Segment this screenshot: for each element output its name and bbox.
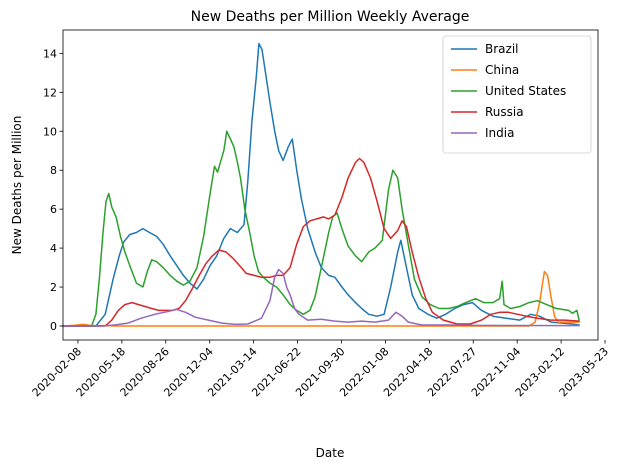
legend-label: Brazil xyxy=(485,42,519,56)
y-tick-label: 14 xyxy=(43,47,57,60)
plot-area xyxy=(62,29,599,341)
y-tick-label: 10 xyxy=(43,125,57,138)
legend-label: China xyxy=(485,63,519,77)
series-line-united-states xyxy=(62,130,580,327)
series-line-brazil xyxy=(62,42,580,327)
x-axis-label: Date xyxy=(316,446,345,460)
y-tick-label: 4 xyxy=(50,242,57,255)
y-tick-label: 6 xyxy=(50,203,57,216)
series-line-china xyxy=(62,270,580,327)
series-layer xyxy=(62,42,580,327)
y-axis-label: New Deaths per Million xyxy=(10,116,24,255)
legend-label: United States xyxy=(485,84,566,98)
y-tick-label: 8 xyxy=(50,164,57,177)
legend: Brazil China United States Russia India xyxy=(442,35,592,154)
series-line-russia xyxy=(62,157,580,327)
chart-title: New Deaths per Million Weekly Average xyxy=(191,9,470,25)
x-axis: 2020-02-082020-05-182020-08-262020-12-04… xyxy=(30,340,611,399)
legend-box xyxy=(442,35,592,154)
legend-label: India xyxy=(485,126,514,140)
y-tick-label: 12 xyxy=(43,86,57,99)
series-line-india xyxy=(62,268,580,327)
y-tick-label: 2 xyxy=(50,281,57,294)
y-tick-label: 0 xyxy=(50,320,57,333)
legend-label: Russia xyxy=(485,105,524,119)
y-axis: 0 2 4 6 8 10 12 14 xyxy=(43,47,63,333)
